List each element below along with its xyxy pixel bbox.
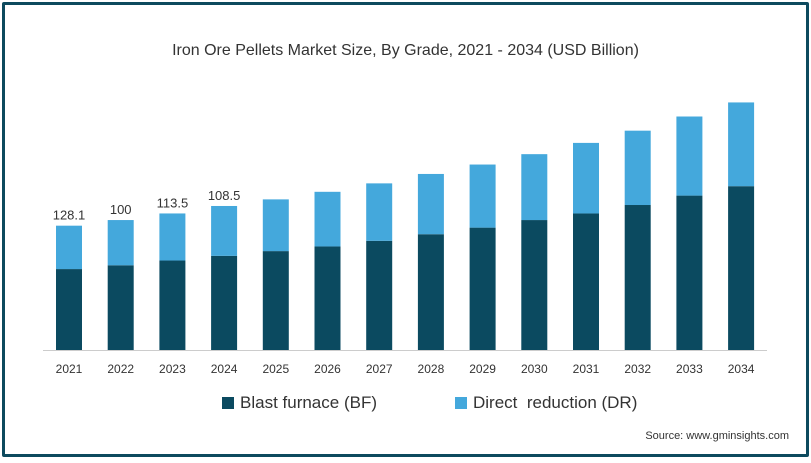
bar-bf-2027 — [366, 240, 393, 350]
bar-dr-2021 — [56, 225, 82, 270]
legend-label-bf: Blast furnace (BF) — [240, 393, 377, 412]
bar-dr-2029 — [469, 164, 496, 228]
x-tick-label: 2027 — [366, 362, 393, 376]
x-tick-label: 2021 — [56, 362, 83, 376]
x-tick-label: 2024 — [211, 362, 238, 376]
bar-dr-2023 — [159, 213, 186, 261]
x-tick-label: 2034 — [728, 362, 755, 376]
x-tick-label: 2029 — [469, 362, 496, 376]
source-note: Source: www.gminsights.com — [645, 430, 789, 442]
chart-frame — [2, 2, 809, 457]
bar-bf-2034 — [728, 186, 755, 350]
x-tick-label: 2026 — [314, 362, 341, 376]
data-label: 100 — [110, 202, 132, 217]
bar-dr-2034 — [728, 102, 755, 187]
x-tick-label: 2023 — [159, 362, 186, 376]
x-tick-label: 2028 — [418, 362, 445, 376]
bar-dr-2031 — [573, 142, 599, 214]
bar-bf-2029 — [469, 227, 496, 350]
bar-bf-2031 — [573, 213, 599, 350]
bar-bf-2021 — [56, 269, 82, 350]
x-tick-label: 2022 — [107, 362, 134, 376]
bar-bf-2026 — [314, 246, 341, 350]
legend-item-bf: Blast furnace (BF) — [222, 393, 377, 413]
bar-dr-2033 — [676, 116, 703, 196]
bar-bf-2022 — [107, 265, 134, 350]
bar-bf-2033 — [676, 195, 703, 350]
legend-swatch-bf — [222, 397, 234, 409]
data-label: 108.5 — [208, 188, 241, 203]
bar-bf-2024 — [211, 255, 238, 350]
bar-bf-2025 — [262, 251, 289, 350]
bar-bf-2023 — [159, 260, 186, 350]
bar-dr-2028 — [417, 173, 444, 235]
bar-dr-2027 — [366, 183, 393, 241]
bar-dr-2030 — [521, 154, 548, 221]
bar-bf-2032 — [624, 205, 651, 350]
x-tick-label: 2030 — [521, 362, 548, 376]
data-label: 113.5 — [157, 195, 189, 210]
legend-item-dr: Direct reduction (DR) — [455, 393, 637, 413]
data-label: 128.1 — [53, 208, 86, 223]
chart-title: Iron Ore Pellets Market Size, By Grade, … — [172, 42, 639, 59]
x-tick-label: 2025 — [262, 362, 289, 376]
bar-dr-2032 — [624, 130, 651, 206]
x-tick-label: 2033 — [676, 362, 703, 376]
bar-dr-2024 — [211, 205, 238, 256]
bar-dr-2026 — [314, 191, 341, 247]
bar-dr-2025 — [262, 199, 289, 252]
bar-bf-2028 — [417, 234, 444, 350]
legend-swatch-dr — [455, 397, 467, 409]
bar-bf-2030 — [521, 220, 548, 350]
x-tick-label: 2031 — [573, 362, 600, 376]
legend-label-dr: Direct reduction (DR) — [473, 393, 638, 412]
bar-dr-2022 — [107, 220, 134, 266]
x-tick-label: 2032 — [624, 362, 651, 376]
